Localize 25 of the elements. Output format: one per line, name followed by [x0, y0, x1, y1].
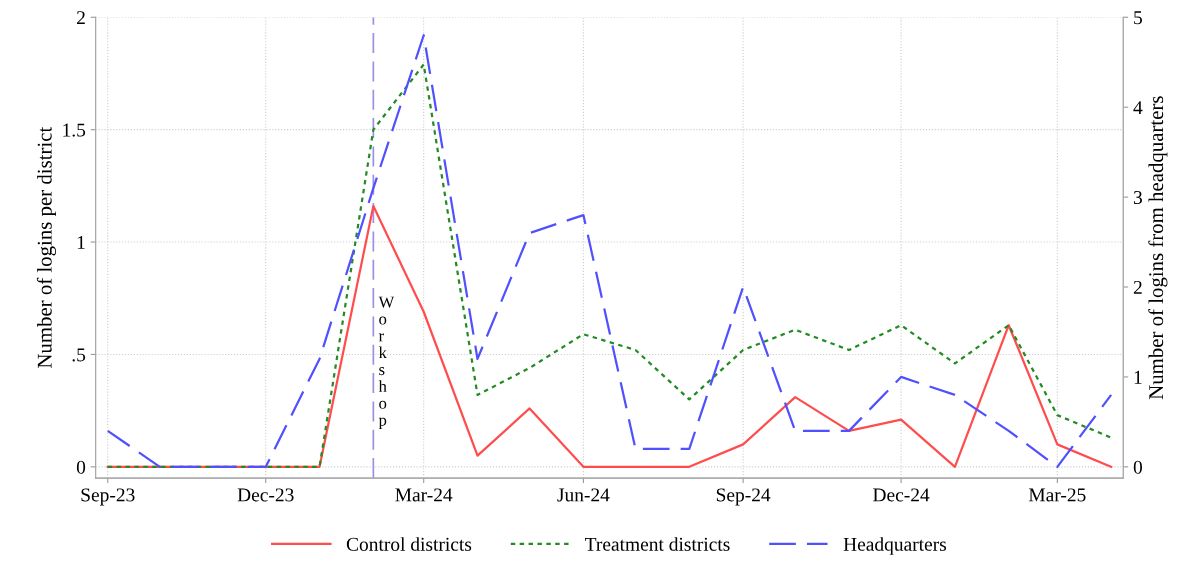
- legend-label: Control districts: [346, 537, 472, 551]
- line-series: [106, 204, 1113, 468]
- legend-label: Headquarters: [843, 537, 947, 555]
- x-tick-label: Sep-23: [81, 488, 135, 506]
- y-tick-label: 2: [77, 11, 85, 25]
- y2-tick-label: 0: [1133, 460, 1142, 474]
- x-tick-label: Sep-24: [716, 488, 771, 506]
- y2-tick-label: 2: [1133, 280, 1142, 294]
- y2-axis-title: Number of logins from headquarters: [1148, 96, 1168, 400]
- y2-tick-label: 1: [1134, 370, 1142, 384]
- legend-label: Treatment districts: [585, 537, 730, 551]
- y-tick-label: 0: [76, 460, 86, 474]
- x-tick-label: Jun-24: [557, 488, 610, 502]
- ref-line-label: Workshop: [378, 296, 395, 430]
- y-axis-title: Number of logins per district: [36, 126, 57, 369]
- y-tick-label: .5: [72, 348, 86, 362]
- x-tick-label: Mar-24: [395, 488, 453, 502]
- y2-tick-label: 4: [1133, 101, 1143, 114]
- y-tick-label: 1.5: [63, 123, 86, 137]
- y2-tick-label: 3: [1133, 190, 1142, 205]
- y2-tick-label: 5: [1134, 11, 1142, 25]
- x-tick-label: Mar-25: [1028, 488, 1086, 502]
- y-tick-label: 1: [77, 235, 85, 249]
- x-tick-label: Dec-24: [873, 488, 930, 502]
- x-tick-label: Dec-23: [237, 488, 294, 502]
